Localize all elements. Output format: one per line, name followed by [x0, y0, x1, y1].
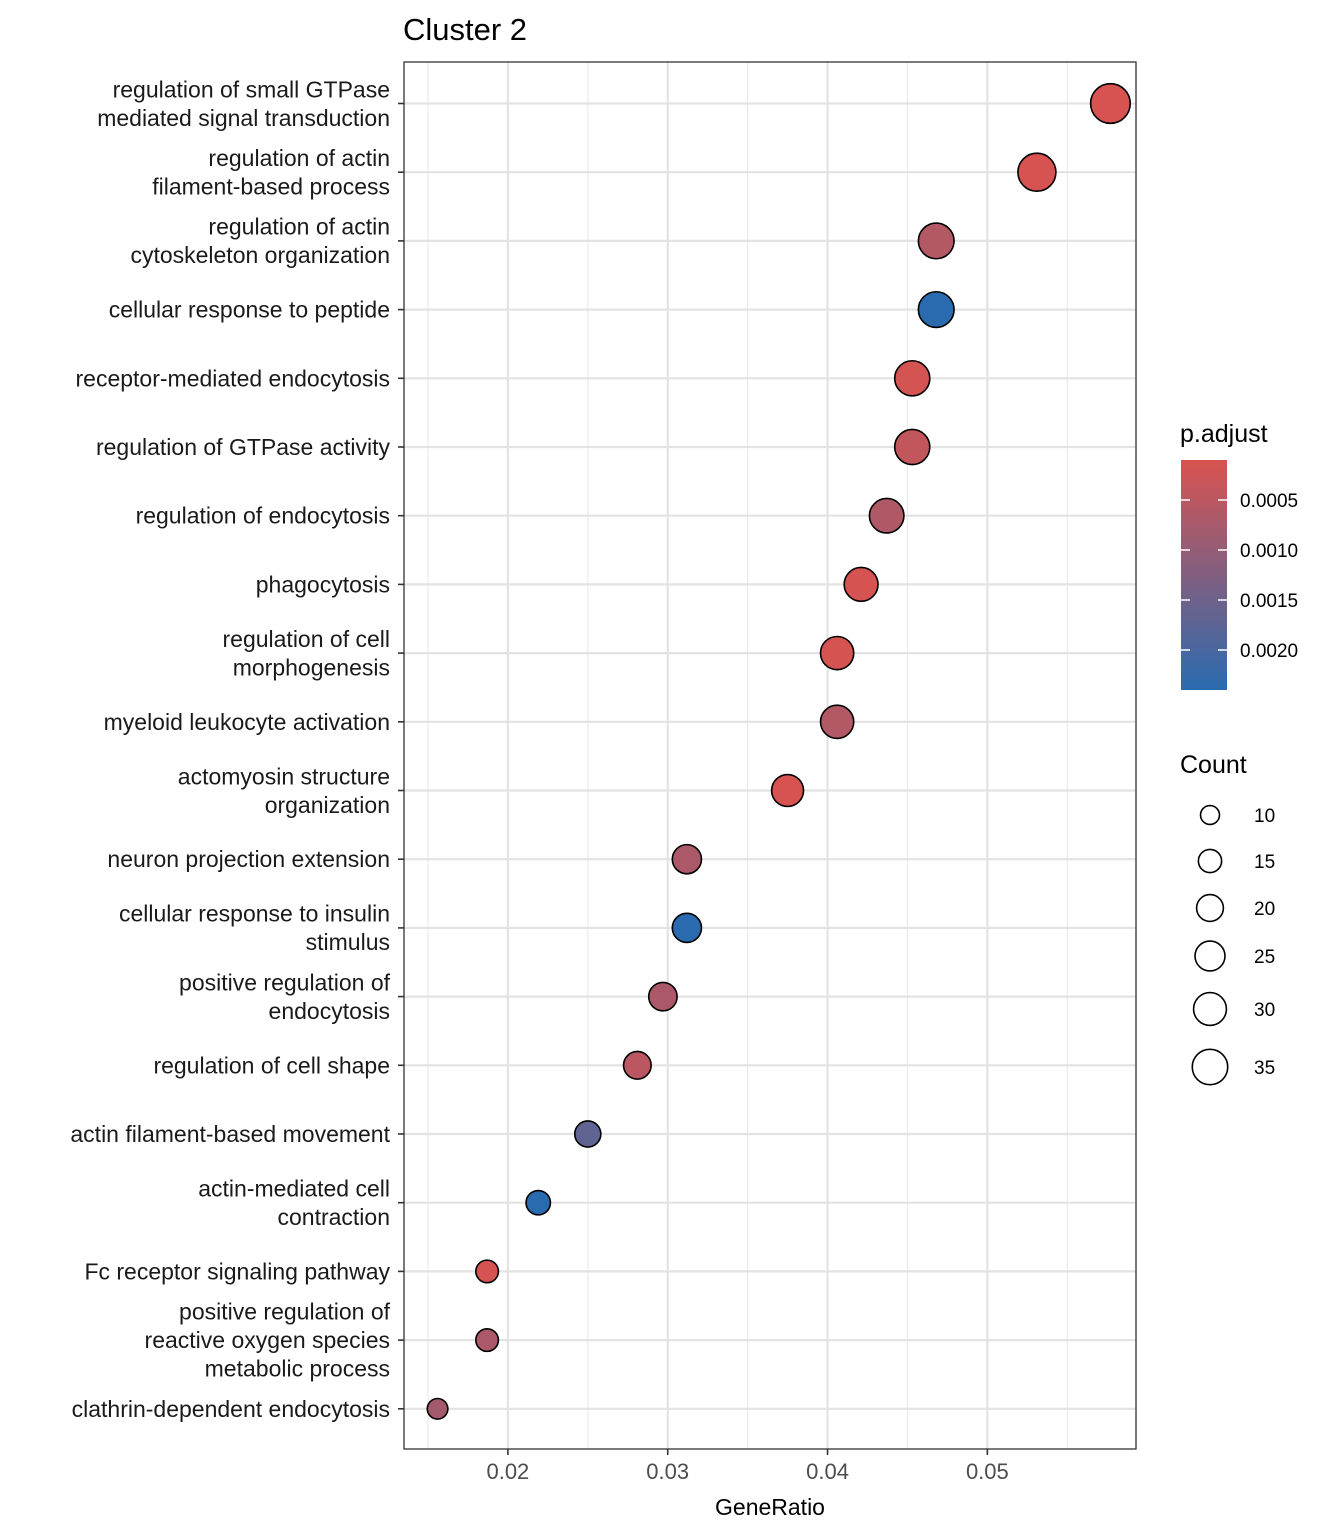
- data-point: [475, 1328, 500, 1353]
- x-axis: 0.02 0.03 0.04 0.05: [486, 1449, 1009, 1484]
- data-point: [893, 359, 931, 397]
- data-point: [843, 566, 879, 603]
- data-point: [770, 773, 805, 808]
- x-tick-label: 0.03: [646, 1459, 689, 1484]
- size-legend: Count 10 15 20 25 30 35: [1180, 751, 1275, 1086]
- data-point: [868, 497, 905, 534]
- y-tick-label: clathrin-dependent endocytosis: [72, 1396, 390, 1422]
- y-tick-label: cellular response to peptide: [109, 297, 390, 323]
- data-point: [525, 1189, 552, 1216]
- data-point: [1017, 152, 1057, 192]
- size-legend-key: [1194, 940, 1226, 972]
- color-legend-label: 0.0015: [1240, 591, 1298, 612]
- y-tick-label: positive regulation of reactive oxygen sp…: [145, 1299, 391, 1382]
- y-axis: regulation of small GTPase mediated signa…: [70, 76, 404, 1422]
- color-legend-label: 0.0020: [1240, 641, 1298, 662]
- color-legend-label: 0.0005: [1240, 491, 1298, 512]
- size-legend-label: 35: [1254, 1058, 1275, 1079]
- y-tick-label: neuron projection extension: [107, 846, 390, 872]
- y-tick-label: receptor-mediated endocytosis: [76, 365, 391, 391]
- y-tick-label: regulation of endocytosis: [136, 503, 390, 529]
- data-point: [622, 1050, 652, 1080]
- data-point: [426, 1397, 449, 1420]
- x-tick-label: 0.02: [486, 1459, 529, 1484]
- data-point: [647, 981, 678, 1012]
- color-legend: p.adjust 0.0005 0.0010 0.0015 0.0020: [1180, 420, 1298, 690]
- y-tick-label: regulation of small GTPase mediated signa…: [97, 76, 390, 131]
- y-tick-label: positive regulation of endocytosis: [179, 969, 391, 1024]
- size-legend-key: [1199, 804, 1221, 826]
- x-tick-label: 0.04: [806, 1459, 849, 1484]
- y-tick-label: actin filament-based movement: [70, 1121, 390, 1147]
- size-legend-label: 30: [1254, 1000, 1275, 1021]
- y-tick-label: actomyosin structure organization: [178, 763, 390, 818]
- y-tick-label: regulation of actin filament-based proces…: [152, 145, 390, 200]
- y-tick-label: phagocytosis: [256, 571, 390, 597]
- color-legend-bar: [1181, 460, 1227, 690]
- size-legend-label: 25: [1254, 947, 1275, 968]
- y-tick-label: regulation of cell shape: [153, 1052, 390, 1078]
- data-point: [917, 222, 955, 260]
- y-tick-label: myeloid leukocyte activation: [104, 709, 390, 735]
- color-legend-title: p.adjust: [1180, 420, 1268, 448]
- major-gridlines: [404, 62, 1136, 1449]
- size-legend-title: Count: [1180, 751, 1247, 779]
- minor-gridlines: [427, 62, 1068, 1449]
- size-legend-key: [1195, 893, 1225, 923]
- data-point: [671, 843, 703, 875]
- x-axis-title: GeneRatio: [715, 1494, 825, 1520]
- data-point: [917, 290, 955, 329]
- data-point: [819, 635, 855, 671]
- size-legend-label: 10: [1254, 806, 1275, 827]
- size-legend-label: 15: [1254, 852, 1275, 873]
- color-legend-label: 0.0010: [1240, 541, 1298, 562]
- chart-title: Cluster 2: [403, 12, 527, 47]
- size-legend-label: 20: [1254, 899, 1275, 920]
- y-tick-label: actin-mediated cell contraction: [198, 1175, 390, 1230]
- y-tick-label: regulation of cell morphogenesis: [223, 626, 391, 681]
- data-point: [1089, 82, 1132, 125]
- size-legend-key: [1192, 991, 1228, 1027]
- data-point: [671, 912, 703, 944]
- data-point: [573, 1120, 602, 1148]
- size-legend-key: [1197, 848, 1223, 874]
- data-point: [893, 428, 931, 466]
- plot-panel-border: [403, 61, 1137, 1450]
- y-tick-label: Fc receptor signaling pathway: [84, 1258, 390, 1284]
- y-tick-label: cellular response to insulin stimulus: [119, 901, 390, 956]
- data-point: [819, 704, 855, 740]
- data-points: [426, 82, 1132, 1420]
- x-tick-label: 0.05: [966, 1459, 1009, 1484]
- y-tick-label: regulation of actin cytoskeleton organiza…: [130, 214, 390, 269]
- y-tick-label: regulation of GTPase activity: [96, 434, 391, 460]
- size-legend-key: [1191, 1048, 1229, 1086]
- data-point: [475, 1259, 500, 1284]
